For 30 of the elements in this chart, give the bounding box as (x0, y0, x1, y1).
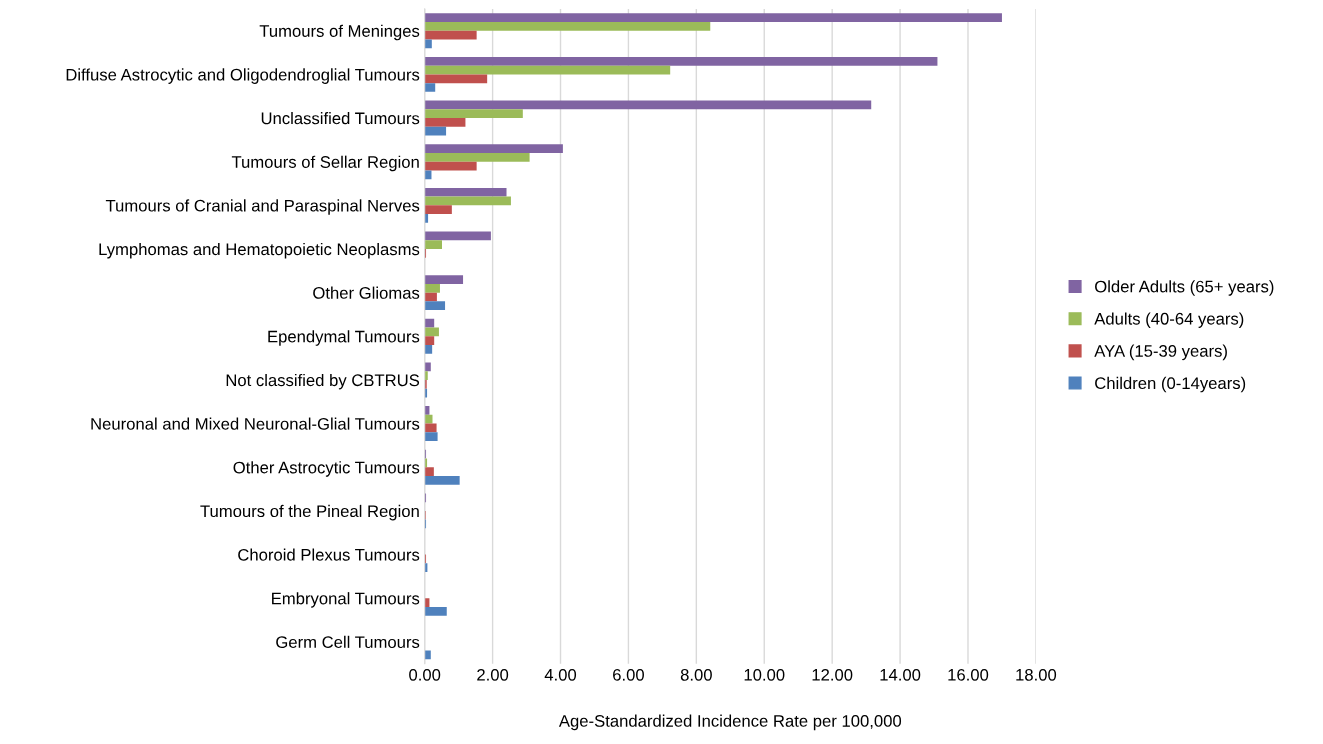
x-tick-label: 2.00 (477, 668, 509, 681)
x-axis-title: Age-Standardized Incidence Rate per 100,000 (558, 714, 902, 731)
y-tick-label: Tumours of Meninges (259, 24, 420, 41)
x-tick-label: 6.00 (613, 668, 644, 681)
legend-label: Adults (40-64 years) (1094, 312, 1244, 328)
y-tick-label: Tumours of Sellar Region (231, 155, 419, 172)
y-tick-label: Lymphomas and Hematopoietic Neoplasms (99, 242, 420, 259)
x-tick-label: 8.00 (680, 668, 712, 681)
y-tick-label: Neuronal and Mixed Neuronal-Glial Tumours (91, 417, 420, 430)
y-tick-label: Not classified by CBTRUS (226, 373, 420, 390)
y-tick-label: Other Astrocytic Tumours (233, 461, 420, 477)
x-tick-label: 14.00 (880, 668, 921, 681)
x-tick-label: 18.00 (1016, 668, 1057, 681)
y-tick-label: Diffuse Astrocytic and Oligodendroglial Tumours (66, 68, 420, 84)
x-tick-label: 0.00 (409, 668, 441, 681)
x-tick-label: 16.00 (948, 668, 989, 681)
y-tick-label: Tumours of the Pineal Region (200, 504, 419, 521)
y-tick-label: Ependymal Tumours (268, 330, 420, 346)
y-tick-label: Other Gliomas (313, 286, 420, 299)
legend-label: Children (0-14years) (1095, 376, 1246, 393)
y-tick-label: Embryonal Tumours (272, 592, 420, 608)
x-tick-label: 10.00 (744, 668, 785, 681)
y-tick-label: Tumours of Cranial and Paraspinal Nerves (105, 199, 420, 215)
y-tick-label: Choroid Plexus Tumours (238, 548, 420, 561)
legend-label: Older Adults (65+ years) (1095, 280, 1274, 296)
y-tick-label: Germ Cell Tumours (276, 635, 420, 649)
x-tick-label: 12.00 (812, 668, 853, 681)
legend-label: AYA (15-39 years) (1094, 344, 1227, 361)
x-tick-label: 4.00 (544, 668, 577, 681)
y-tick-label: Unclassified Tumours (261, 112, 420, 125)
